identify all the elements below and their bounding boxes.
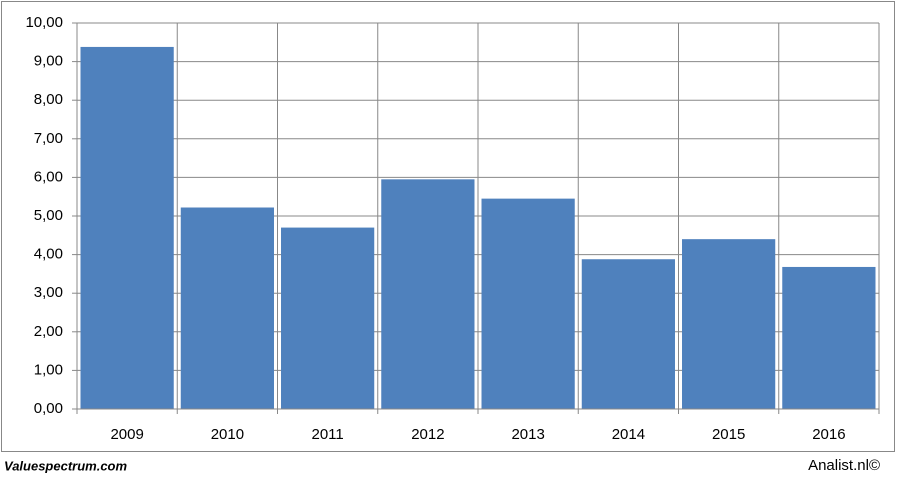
bar [481,198,575,409]
y-tick-label: 2,00 [34,323,63,340]
y-tick-label: 6,00 [34,168,63,185]
y-tick-label: 8,00 [34,91,63,108]
y-tick-label: 0,00 [34,400,63,417]
bar [80,46,174,409]
x-tick-label: 2013 [511,426,544,443]
bar [381,179,475,409]
bar [682,239,776,409]
bar [281,227,375,409]
x-tick-label: 2016 [812,426,845,443]
x-tick-label: 2009 [110,426,143,443]
y-tick-label: 1,00 [34,361,63,378]
x-tick-label: 2015 [712,426,745,443]
y-tick-label: 4,00 [34,246,63,263]
y-tick-label: 7,00 [34,130,63,147]
x-tick-label: 2012 [411,426,444,443]
y-tick-label: 10,00 [25,14,63,31]
y-tick-label: 3,00 [34,284,63,301]
x-tick-label: 2011 [311,426,343,443]
source-left: Valuespectrum.com [4,458,128,473]
source-right: Analist.nl© [808,457,880,474]
bar [581,259,675,409]
x-tick-label: 2010 [211,426,244,443]
y-tick-label: 9,00 [34,53,63,70]
x-tick-label: 2014 [612,426,645,443]
y-tick-label: 5,00 [34,207,63,224]
bar [180,207,274,409]
bar [782,266,876,409]
